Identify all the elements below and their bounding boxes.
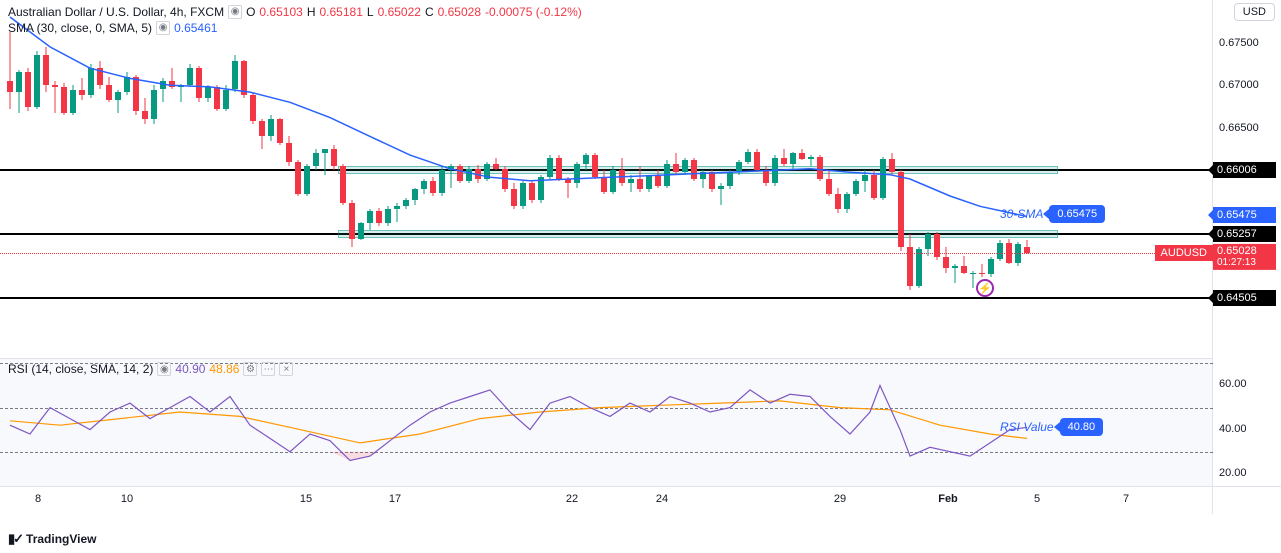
price-tick: 0.67500 [1219, 37, 1259, 49]
sma-legend-value: 0.65461 [174, 20, 217, 36]
price-axis-tag: 0.64505 [1213, 290, 1276, 306]
price-axis[interactable]: USD 0.675000.670000.665000.660000.655000… [1213, 0, 1281, 358]
time-tick: 24 [656, 493, 668, 505]
price-axis-tag: 0.65475 [1213, 207, 1276, 223]
time-tick: 7 [1123, 493, 1129, 505]
price-pane[interactable]: 30-SMA 0.65475 ⚡ AUDUSD [0, 0, 1213, 358]
tradingview-logo-icon: ▮✓ [8, 531, 22, 547]
rsi-pane[interactable]: RSI Value 40.80 [0, 358, 1213, 486]
ohlc-change-value: -0.00075 (-0.12%) [485, 4, 582, 20]
current-price-line [0, 253, 1213, 254]
time-tick: 5 [1034, 493, 1040, 505]
sma-legend-text[interactable]: SMA (30, close, 0, SMA, 5) [8, 20, 152, 36]
close-icon[interactable]: × [279, 362, 293, 376]
signal-indicator-icon[interactable]: ⚡ [976, 279, 994, 297]
settings-icon[interactable]: ⚙ [243, 362, 257, 376]
rsi-axis[interactable]: 60.00 40.00 20.00 [1213, 358, 1281, 486]
ohlc-h-label: H [307, 4, 316, 20]
ohlc-o-value: 0.65103 [259, 4, 302, 20]
tradingview-logo-text: TradingView [26, 532, 96, 546]
rsi-legend: RSI (14, close, SMA, 14, 2) ◉ 40.90 48.8… [8, 362, 293, 376]
current-price-tag: 0.6502801:27:13 [1213, 244, 1276, 270]
time-axis[interactable]: 8 10 15 17 22 24 29 Feb 5 7 [0, 486, 1213, 514]
rsi-band-line [0, 408, 1213, 409]
time-tick: 15 [300, 493, 312, 505]
rsi-legend-text[interactable]: RSI (14, close, SMA, 14, 2) [8, 362, 153, 376]
more-icon[interactable]: ⋯ [261, 362, 275, 376]
rsi-tick: 60.00 [1219, 378, 1247, 390]
currency-badge[interactable]: USD [1234, 3, 1275, 21]
rsi-tick: 40.00 [1219, 423, 1247, 435]
rsi-callout-value: 40.80 [1060, 418, 1104, 436]
horizontal-level[interactable] [0, 297, 1213, 299]
time-tick: 17 [389, 493, 401, 505]
ohlc-c-value: 0.65028 [438, 4, 481, 20]
ohlc-l-value: 0.65022 [378, 4, 421, 20]
ohlc-h-value: 0.65181 [319, 4, 362, 20]
time-tick: 29 [834, 493, 846, 505]
pair-tag: AUDUSD [1155, 245, 1213, 261]
price-zone[interactable] [338, 166, 1058, 174]
eye-icon[interactable]: ◉ [157, 362, 171, 376]
time-tick: 8 [35, 493, 41, 505]
rsi-band-line [0, 452, 1213, 453]
axis-corner [1213, 486, 1281, 514]
time-tick: Feb [938, 493, 958, 505]
instrument-title[interactable]: Australian Dollar / U.S. Dollar, 4h, FXC… [8, 4, 224, 20]
eye-icon[interactable]: ◉ [156, 21, 170, 35]
top-legend: Australian Dollar / U.S. Dollar, 4h, FXC… [8, 4, 582, 36]
eye-icon[interactable]: ◉ [228, 5, 242, 19]
sma-callout-value: 0.65475 [1049, 205, 1105, 223]
sma-callout-text: 30-SMA [1000, 207, 1043, 221]
sma-callout: 30-SMA 0.65475 [1000, 205, 1105, 223]
time-tick: 22 [566, 493, 578, 505]
rsi-legend-v1: 40.90 [175, 362, 205, 376]
rsi-tick: 20.00 [1219, 467, 1247, 479]
rsi-line [10, 386, 1027, 461]
rsi-callout-text: RSI Value [1000, 420, 1054, 434]
chart-container: Australian Dollar / U.S. Dollar, 4h, FXC… [0, 0, 1281, 553]
price-zone[interactable] [338, 230, 1058, 238]
price-axis-tag: 0.65257 [1213, 226, 1276, 242]
price-tick: 0.66500 [1219, 122, 1259, 134]
tradingview-logo[interactable]: ▮✓ TradingView [8, 531, 97, 547]
ohlc-c-label: C [425, 4, 434, 20]
rsi-callout: RSI Value 40.80 [1000, 418, 1103, 436]
ohlc-l-label: L [367, 4, 374, 20]
price-axis-tag: 0.66006 [1213, 162, 1276, 178]
time-tick: 10 [121, 493, 133, 505]
ohlc-o-label: O [246, 4, 255, 20]
price-tick: 0.67000 [1219, 79, 1259, 91]
rsi-legend-v2: 48.86 [209, 362, 239, 376]
